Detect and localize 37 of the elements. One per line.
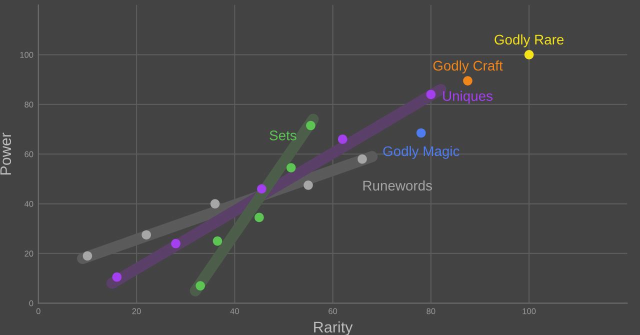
series-label: Runewords: [363, 180, 432, 191]
x-tick-label: 100: [522, 308, 536, 314]
point: [196, 281, 205, 290]
point: [358, 154, 367, 164]
series-label: Godly Magic: [383, 146, 460, 159]
point: [210, 199, 220, 208]
point: [82, 251, 92, 261]
point: [306, 120, 316, 130]
y-tick-label: 40: [24, 200, 34, 207]
point: [171, 238, 180, 248]
x-tick-label: 60: [328, 308, 338, 314]
point: [524, 50, 534, 60]
point: [256, 184, 266, 194]
point: [304, 180, 313, 190]
x-tick-label: 20: [132, 308, 141, 314]
point: [463, 76, 472, 86]
y-tick-label: 20: [24, 250, 34, 257]
y-tick-label: 0: [29, 300, 34, 306]
x-tick-label: 40: [230, 308, 239, 314]
point: [212, 236, 222, 246]
x-tick-label: 80: [426, 308, 436, 314]
series-label: Sets: [270, 130, 296, 140]
y-tick-label: 80: [24, 102, 34, 108]
series-label: Godly Rare: [494, 34, 564, 48]
point: [142, 230, 152, 240]
point: [254, 212, 264, 222]
x-tick-label: 0: [36, 308, 40, 314]
point: [112, 272, 122, 282]
y-axis-title: Power: [0, 132, 12, 174]
y-tick-label: 100: [20, 52, 34, 58]
point: [426, 90, 436, 100]
y-tick-label: 60: [24, 151, 34, 158]
point: [286, 163, 296, 172]
series-label: Godly Craft: [433, 60, 503, 74]
point: [338, 134, 348, 144]
point: [416, 128, 426, 138]
series-label: Uniques: [443, 90, 492, 104]
